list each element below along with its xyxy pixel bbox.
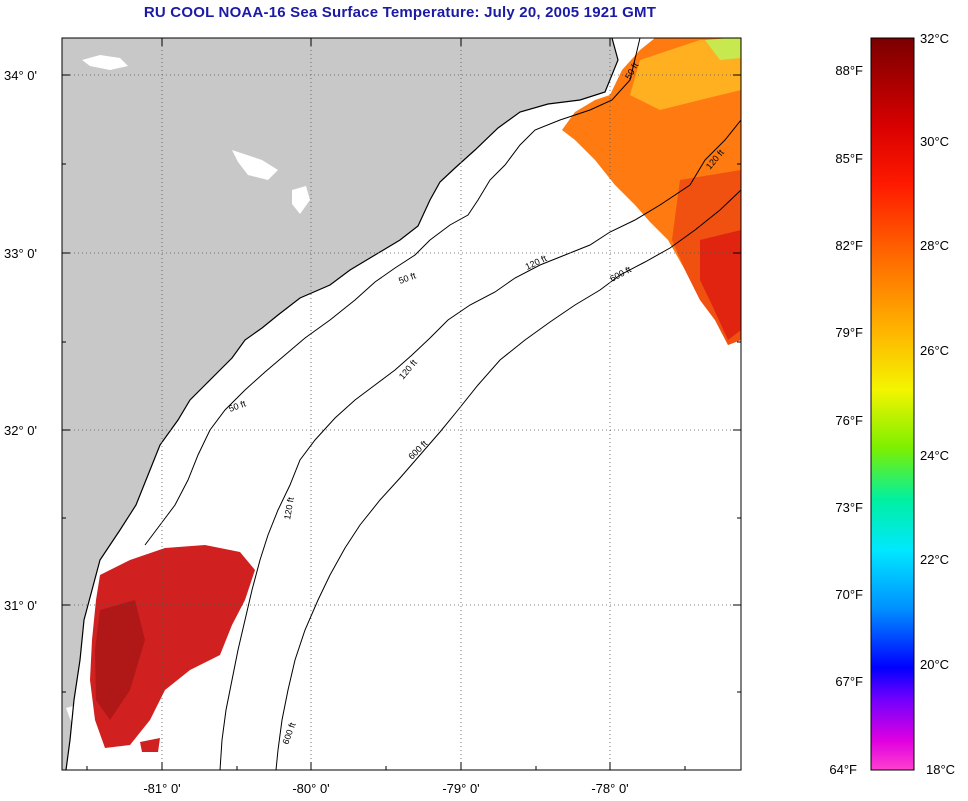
lat-label: 32° 0' <box>4 423 37 438</box>
lon-label: -80° 0' <box>292 781 329 796</box>
cb-f-label: 85°F <box>835 151 863 166</box>
lat-label: 34° 0' <box>4 68 37 83</box>
inland-water <box>82 55 128 70</box>
coastline <box>65 38 619 770</box>
colorbar <box>870 37 915 771</box>
cb-c-label: 24°C <box>920 448 949 463</box>
cb-f-label: 76°F <box>835 413 863 428</box>
cb-c-label: 28°C <box>920 238 949 253</box>
inland-water <box>292 186 310 214</box>
lon-label: -81° 0' <box>143 781 180 796</box>
sst-region-southwest <box>90 545 255 748</box>
cb-f-label: 82°F <box>835 238 863 253</box>
colorbar-fahrenheit-labels: 88°F 85°F 82°F 79°F 76°F 73°F 70°F 67°F … <box>829 63 863 777</box>
map-area <box>62 38 741 770</box>
sst-region-small <box>140 738 160 752</box>
cb-f-label: 79°F <box>835 325 863 340</box>
contour-120ft <box>219 119 741 770</box>
cb-c-label: 26°C <box>920 343 949 358</box>
cb-c-label: 30°C <box>920 134 949 149</box>
contour-50ft <box>144 38 641 546</box>
cb-f-label: 64°F <box>829 762 857 777</box>
sst-region-southwest-dark <box>95 600 145 720</box>
sst-region-cooler <box>630 40 741 110</box>
map-frame <box>61 37 742 771</box>
sst-region-hot <box>700 230 741 340</box>
lon-label: -79° 0' <box>442 781 479 796</box>
contour-600ft <box>275 189 741 770</box>
bathymetry-contours <box>65 38 741 770</box>
cb-f-label: 73°F <box>835 500 863 515</box>
map-title: RU COOL NOAA-16 Sea Surface Temperature:… <box>143 4 657 21</box>
inland-water <box>66 704 84 724</box>
axis-ticks <box>62 38 741 770</box>
cb-f-label: 67°F <box>835 674 863 689</box>
lon-label: -78° 0' <box>591 781 628 796</box>
lat-label: 33° 0' <box>4 246 37 261</box>
lat-label: 31° 0' <box>4 598 37 613</box>
cb-c-label: 20°C <box>920 657 949 672</box>
cb-c-label: 32°C <box>920 31 949 46</box>
sst-region-cool-patch <box>705 38 741 60</box>
land-mass <box>62 38 618 770</box>
inland-water <box>232 150 278 180</box>
cb-f-label: 70°F <box>835 587 863 602</box>
cb-c-label: 22°C <box>920 552 949 567</box>
contour-label: 120 ft <box>282 496 296 520</box>
cb-f-label: 88°F <box>835 63 863 78</box>
cb-c-label: 18°C <box>926 762 955 777</box>
colorbar-celsius-labels: 32°C 30°C 28°C 26°C 24°C 22°C 20°C 18°C <box>920 31 955 777</box>
